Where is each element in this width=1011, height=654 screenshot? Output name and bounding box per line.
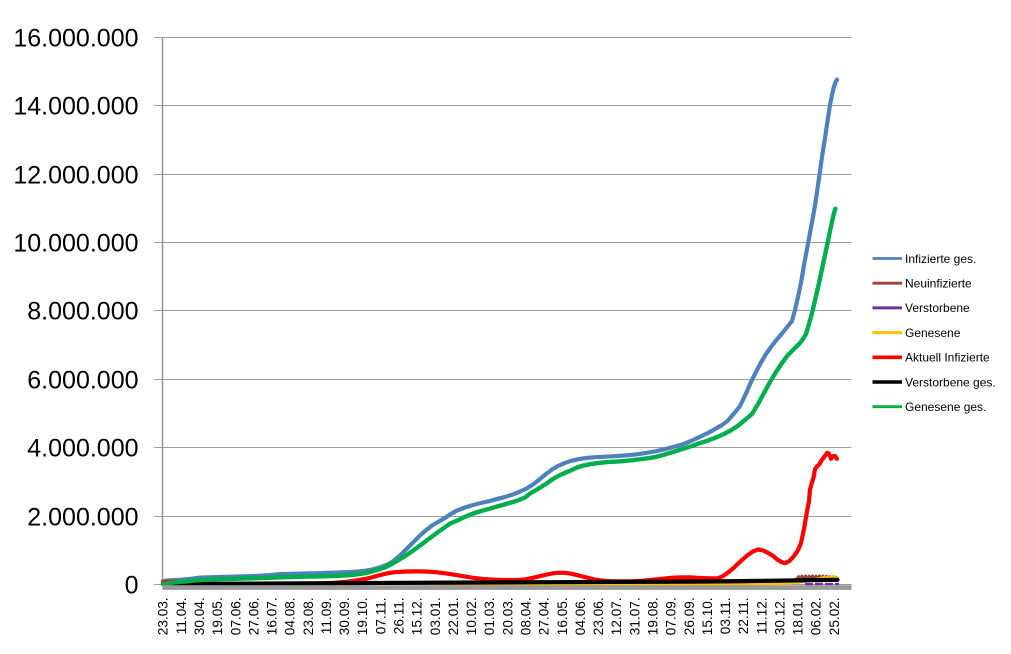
- svg-text:19.08.: 19.08.: [646, 597, 661, 635]
- svg-text:04.08.: 04.08.: [283, 597, 298, 635]
- svg-text:14.000.000: 14.000.000: [13, 93, 138, 121]
- svg-text:12.07.: 12.07.: [609, 597, 624, 635]
- svg-text:03.01.: 03.01.: [428, 597, 443, 635]
- svg-text:20.03.: 20.03.: [500, 597, 515, 635]
- svg-text:11.12.: 11.12.: [754, 597, 769, 634]
- svg-text:31.07.: 31.07.: [627, 597, 642, 635]
- svg-text:23.08.: 23.08.: [301, 597, 316, 635]
- svg-text:23.06.: 23.06.: [591, 597, 606, 635]
- svg-text:30.12.: 30.12.: [773, 597, 788, 635]
- svg-text:22.01.: 22.01.: [446, 597, 461, 635]
- svg-text:10.02.: 10.02.: [464, 597, 479, 635]
- svg-text:0: 0: [125, 572, 139, 600]
- svg-text:26.11.: 26.11.: [392, 597, 407, 634]
- svg-text:15.12.: 15.12.: [410, 597, 425, 635]
- svg-text:Genesene ges.: Genesene ges.: [905, 400, 986, 414]
- svg-text:30.09.: 30.09.: [337, 597, 352, 635]
- svg-text:07.06.: 07.06.: [228, 597, 243, 635]
- svg-text:16.07.: 16.07.: [265, 597, 280, 635]
- svg-text:18.01.: 18.01.: [791, 597, 806, 635]
- svg-text:15.10.: 15.10.: [700, 597, 715, 635]
- svg-text:11.04.: 11.04.: [174, 597, 189, 634]
- svg-text:Genesene: Genesene: [905, 326, 961, 340]
- svg-text:Aktuell Infizierte: Aktuell Infizierte: [905, 351, 990, 365]
- svg-text:27.04.: 27.04.: [537, 597, 552, 635]
- svg-text:23.03.: 23.03.: [156, 597, 171, 635]
- svg-text:22.11.: 22.11.: [736, 597, 751, 634]
- svg-text:25.02.: 25.02.: [827, 597, 842, 635]
- svg-text:03.11.: 03.11.: [718, 597, 733, 634]
- svg-text:Verstorbene: Verstorbene: [905, 301, 970, 315]
- svg-text:6.000.000: 6.000.000: [27, 367, 138, 395]
- svg-text:07.09.: 07.09.: [664, 597, 679, 635]
- svg-text:04.06.: 04.06.: [573, 597, 588, 635]
- svg-text:08.04.: 08.04.: [519, 597, 534, 635]
- svg-text:Neuinfizierte: Neuinfizierte: [905, 277, 972, 291]
- svg-text:Verstorbene ges.: Verstorbene ges.: [905, 375, 996, 389]
- svg-text:Infizierte ges.: Infizierte ges.: [905, 252, 976, 266]
- svg-text:07.11.: 07.11.: [373, 597, 388, 634]
- svg-text:01.03.: 01.03.: [482, 597, 497, 635]
- svg-text:16.000.000: 16.000.000: [13, 25, 138, 53]
- svg-text:12.000.000: 12.000.000: [13, 162, 138, 190]
- svg-text:10.000.000: 10.000.000: [13, 230, 138, 258]
- svg-text:16.05.: 16.05.: [555, 597, 570, 635]
- svg-text:30.04.: 30.04.: [192, 597, 207, 635]
- svg-text:19.05.: 19.05.: [210, 597, 225, 635]
- svg-text:8.000.000: 8.000.000: [27, 298, 138, 326]
- svg-text:4.000.000: 4.000.000: [27, 435, 138, 463]
- svg-text:19.10.: 19.10.: [355, 597, 370, 635]
- svg-text:11.09.: 11.09.: [319, 597, 334, 634]
- svg-text:06.02.: 06.02.: [809, 597, 824, 635]
- svg-text:27.06.: 27.06.: [246, 597, 261, 635]
- svg-text:2.000.000: 2.000.000: [27, 504, 138, 532]
- svg-text:26.09.: 26.09.: [682, 597, 697, 635]
